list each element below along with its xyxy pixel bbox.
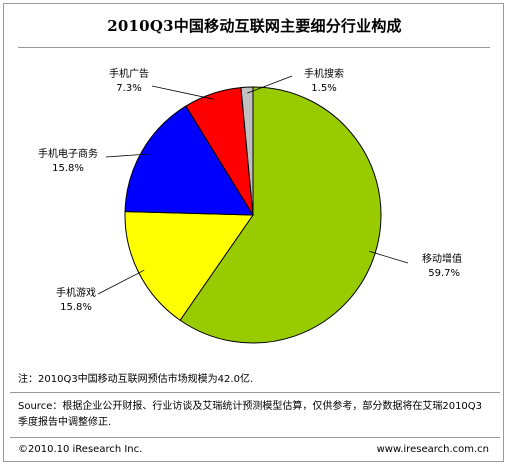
slice-name: 手机广告 — [109, 67, 149, 80]
leader-line — [97, 269, 145, 295]
label-mobile-vas: 移动增值 59.7% — [422, 252, 462, 279]
market-size-note: 注：2010Q3中国移动互联网预估市场规模为42.0亿. — [18, 374, 254, 385]
slice-name: 手机游戏 — [56, 286, 96, 299]
leader-line — [151, 85, 215, 100]
slice-name: 手机搜索 — [304, 67, 344, 80]
leader-line — [105, 153, 148, 158]
footer-divider — [10, 437, 500, 438]
source-note: Source：根据企业公开财报、行业访谈及艾瑞统计预测模型估算，仅供参考，部分数… — [18, 401, 483, 428]
copyright: ©2010.10 iResearch Inc. — [18, 444, 143, 455]
title-divider — [18, 47, 490, 48]
slice-value: 15.8% — [60, 302, 92, 313]
slice-value: 59.7% — [428, 268, 460, 279]
label-mobile-game: 手机游戏 15.8% — [56, 286, 96, 313]
label-mobile-ecommerce: 手机电子商务 15.8% — [38, 147, 98, 174]
slice-mobile-search — [240, 86, 254, 216]
website-url: www.iresearch.com.cn — [376, 444, 489, 455]
slice-value: 1.5% — [311, 83, 336, 94]
note-divider — [10, 392, 500, 393]
slice-value: 7.3% — [116, 83, 141, 94]
leader-line — [247, 75, 293, 94]
slice-value: 15.8% — [52, 163, 84, 174]
leader-line — [369, 251, 409, 264]
chart-title: 2010Q3中国移动互联网主要细分行业构成 — [107, 17, 402, 35]
slice-mobile-ecommerce — [124, 105, 254, 216]
label-mobile-ad: 手机广告 7.3% — [109, 67, 149, 94]
slice-name: 手机电子商务 — [38, 147, 98, 160]
slice-name: 移动增值 — [422, 252, 462, 265]
label-mobile-search: 手机搜索 1.5% — [304, 67, 344, 94]
